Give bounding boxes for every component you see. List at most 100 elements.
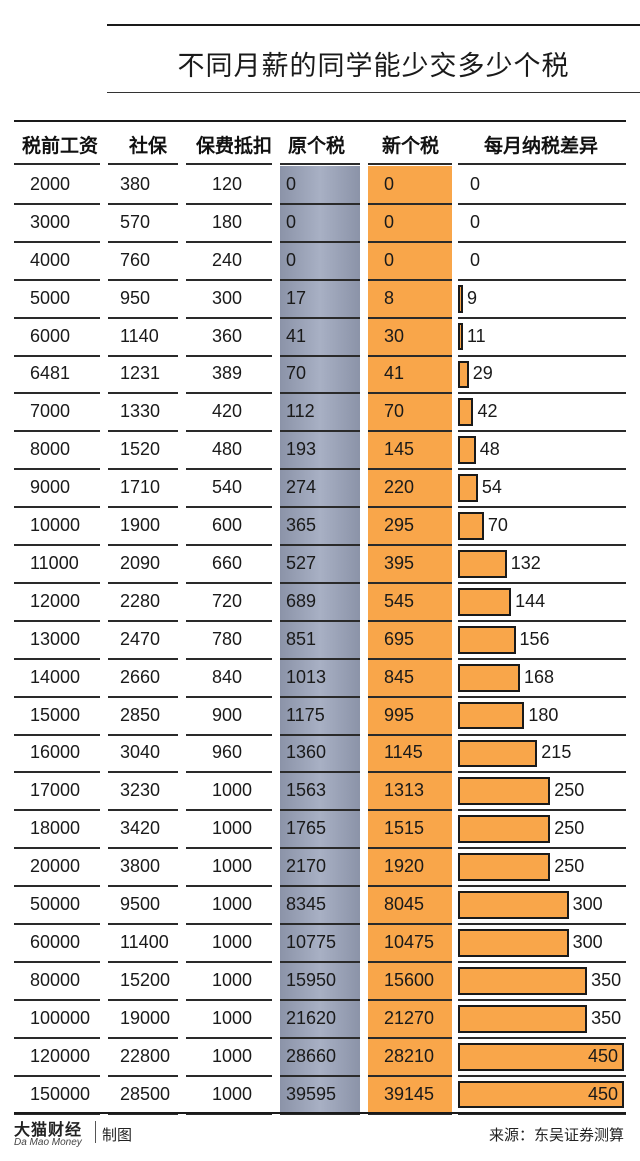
difference-bar [458,625,516,654]
row-separator [14,847,100,850]
row-separator [14,657,100,660]
footer-divider [95,1121,96,1143]
difference-bar [458,1042,624,1071]
cell-gross-salary: 5000 [30,287,71,308]
cell-premium-deduction: 540 [212,477,243,498]
difference-bar [458,512,484,540]
cell-new-tax: 0 [384,211,395,232]
cell-gross-salary: 12000 [30,590,81,611]
cell-original-tax: 1765 [286,818,327,839]
row-separator [368,202,452,205]
cell-social-security: 1231 [120,363,161,384]
cell-monthly-difference: 250 [554,780,585,801]
cell-gross-salary: 3000 [30,211,71,232]
row-separator [280,885,360,888]
cell-social-security: 2660 [120,666,161,687]
row-separator [14,885,100,888]
cell-premium-deduction: 1000 [212,931,253,952]
cell-new-tax: 145 [384,439,415,460]
cell-gross-salary: 80000 [30,969,81,990]
row-separator [368,581,452,584]
cell-gross-salary: 7000 [30,401,71,422]
cell-premium-deduction: 1000 [212,856,253,877]
cell-social-security: 380 [120,173,151,194]
row-separator [108,278,178,281]
cell-new-tax: 70 [384,401,405,422]
cell-premium-deduction: 120 [212,173,243,194]
cell-new-tax: 30 [384,325,405,346]
cell-original-tax: 70 [286,363,307,384]
row-separator [108,695,178,698]
row-separator [108,392,178,395]
row-separator [458,771,626,774]
cell-social-security: 1140 [120,325,159,346]
row-separator [368,278,452,281]
cell-new-tax: 28210 [384,1045,435,1066]
row-separator [108,316,178,319]
cell-premium-deduction: 389 [212,363,243,384]
cell-premium-deduction: 300 [212,287,243,308]
row-separator [108,809,178,812]
cell-monthly-difference: 54 [481,477,502,498]
brand-logo-subtitle: Da Mao Money [14,1137,82,1148]
cell-new-tax: 545 [384,590,415,611]
row-separator [186,506,272,509]
cell-original-tax: 274 [286,477,317,498]
cell-gross-salary: 150000 [30,1083,91,1104]
row-separator [368,695,452,698]
row-separator [186,1074,272,1077]
cell-original-tax: 0 [286,249,297,270]
cell-social-security: 3420 [120,818,161,839]
cell-monthly-difference: 29 [472,363,493,384]
cell-social-security: 2090 [120,552,161,573]
row-separator [186,468,272,471]
cell-gross-salary: 14000 [30,666,81,687]
row-separator [108,202,178,205]
row-separator [14,619,100,622]
cell-social-security: 1330 [120,401,161,422]
row-separator [458,998,626,1001]
row-separator [368,771,452,774]
row-separator [108,1036,178,1039]
row-separator [368,316,452,319]
difference-bar [458,474,478,503]
cell-gross-salary: 20000 [30,856,81,877]
row-separator [186,544,272,546]
row-separator [458,430,626,433]
cell-social-security: 2850 [120,704,161,725]
cell-premium-deduction: 780 [212,628,243,649]
title-bottom-rule [107,92,640,93]
cell-social-security: 15200 [120,969,171,990]
cell-monthly-difference: 300 [572,894,603,915]
row-separator [458,468,626,471]
cell-social-security: 3800 [120,856,161,877]
row-separator [458,847,626,850]
row-separator [186,430,272,433]
cell-original-tax: 1013 [286,666,327,687]
cell-new-tax: 0 [384,173,395,194]
cell-monthly-difference: 11 [467,325,486,346]
cell-gross-salary: 11000 [30,552,79,573]
row-separator [368,809,452,812]
cell-new-tax: 10475 [384,931,435,952]
cell-original-tax: 15950 [286,969,337,990]
cell-monthly-difference: 350 [591,969,622,990]
row-separator [14,202,100,205]
cell-gross-salary: 10000 [30,515,81,536]
row-separator [280,733,360,736]
row-separator [280,923,360,925]
row-separator [280,998,360,1001]
row-separator [186,733,272,736]
cell-premium-deduction: 600 [212,515,243,536]
row-separator [280,506,360,509]
row-separator [14,278,100,281]
cell-new-tax: 15600 [384,969,435,990]
row-separator [108,847,178,850]
row-separator [368,923,452,925]
row-separator [458,923,626,925]
row-separator [186,998,272,1001]
header-new-tax: 新个税 [382,136,440,157]
row-separator [458,695,626,698]
row-separator [108,619,178,622]
row-separator [458,354,626,357]
